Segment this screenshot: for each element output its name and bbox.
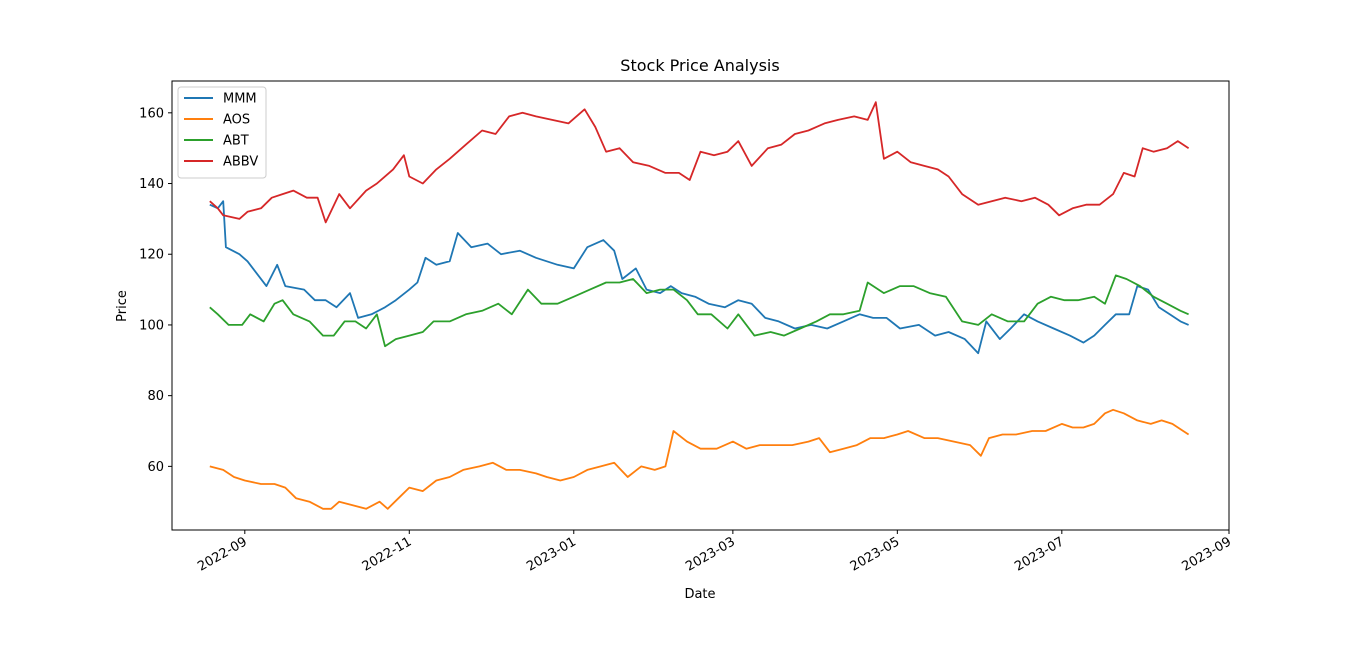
series-layer <box>209 101 1190 510</box>
legend: MMM AOS ABT ABBV <box>177 86 267 179</box>
x-axis: 2022-09 2022-11 2023-01 2023-03 2023-05 2023-… <box>195 530 1234 575</box>
x-axis-label: Date <box>684 587 715 602</box>
x-tick-label: 2022-09 <box>195 534 250 574</box>
series-line-abt <box>209 274 1189 348</box>
legend-label-aos: AOS <box>223 113 250 128</box>
y-tick-label: 80 <box>147 389 164 404</box>
y-axis-label: Price <box>115 290 130 322</box>
plot-frame <box>171 80 1230 531</box>
x-tick-label: 2023-03 <box>683 534 738 574</box>
legend-box <box>177 86 267 179</box>
x-tick-label: 2022-11 <box>360 534 415 574</box>
series-line-aos <box>209 408 1190 510</box>
chart-title: Stock Price Analysis <box>620 56 779 75</box>
y-tick-label: 100 <box>139 318 164 333</box>
x-tick-label: 2023-07 <box>1012 534 1067 574</box>
y-tick-label: 140 <box>139 177 164 192</box>
legend-label-abbv: ABBV <box>223 155 258 170</box>
x-tick-label: 2023-05 <box>848 534 903 574</box>
legend-label-abt: ABT <box>223 134 249 149</box>
y-tick-label: 120 <box>139 248 164 263</box>
y-tick-label: 160 <box>139 106 164 121</box>
y-axis: 60 80 100 120 140 160 <box>139 106 172 475</box>
x-tick-label: 2023-09 <box>1179 534 1234 574</box>
x-tick-label: 2023-01 <box>524 534 579 574</box>
y-tick-label: 60 <box>147 460 164 475</box>
legend-label-mmm: MMM <box>223 92 257 107</box>
series-line-abbv <box>209 101 1190 224</box>
series-line-mmm <box>209 200 1189 355</box>
